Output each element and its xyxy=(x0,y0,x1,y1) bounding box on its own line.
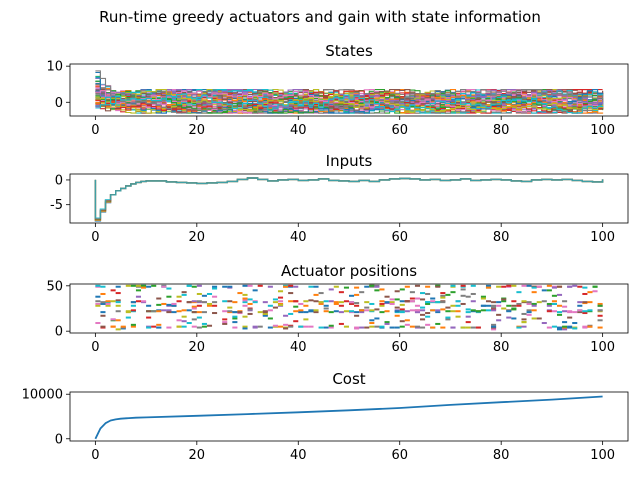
subplot-title: Inputs xyxy=(326,152,373,170)
x-tick-label: 80 xyxy=(493,340,510,355)
x-tick-label: 80 xyxy=(493,123,510,138)
x-tick-label: 80 xyxy=(493,448,510,463)
inputs-lines xyxy=(94,177,604,222)
x-tick-label: 20 xyxy=(189,230,206,245)
subplot-title: States xyxy=(325,42,373,60)
subplot-states: States 0 20 40 60 80 100 0 10 xyxy=(46,42,629,138)
x-tick-label: 0 xyxy=(91,448,99,463)
state-series-line xyxy=(95,96,604,113)
axes-frame xyxy=(69,173,629,224)
x-tick-label: 20 xyxy=(189,340,206,355)
axes-frame xyxy=(69,283,629,334)
x-tick-label: 20 xyxy=(189,123,206,138)
x-tick-label: 80 xyxy=(493,230,510,245)
state-series-line xyxy=(95,89,604,113)
input-series-line xyxy=(94,177,604,221)
axes-frame xyxy=(69,391,629,442)
subplot-title: Cost xyxy=(332,370,365,388)
subplots: States 0 20 40 60 80 100 0 10 Inputs 0 20 40 60 80 100 -… xyxy=(22,42,629,463)
y-tick-label: -5 xyxy=(50,198,63,213)
state-series-line xyxy=(95,93,604,114)
input-series-line xyxy=(94,177,604,222)
subplot-inputs: Inputs 0 20 40 60 80 100 -5 0 xyxy=(50,152,629,245)
subplot-title: Actuator positions xyxy=(281,262,417,280)
x-tick-label: 60 xyxy=(391,230,408,245)
x-tick-label: 20 xyxy=(189,448,206,463)
y-tick-label: 0 xyxy=(55,173,63,188)
figure-title: Run-time greedy actuators and gain with … xyxy=(99,8,541,26)
x-tick-label: 100 xyxy=(590,340,615,355)
x-tick-label: 100 xyxy=(590,448,615,463)
y-tick-label: 10000 xyxy=(22,388,63,403)
y-tick-label: 10 xyxy=(46,60,63,75)
input-series-line xyxy=(94,177,604,220)
input-series-line xyxy=(94,177,604,221)
cost-line xyxy=(94,395,603,440)
x-tick-label: 60 xyxy=(391,448,408,463)
subplot-actuator-positions: Actuator positions 0 20 40 60 80 100 0 50 xyxy=(46,262,629,355)
x-tick-label: 40 xyxy=(290,340,307,355)
subplot-cost: Cost 0 20 40 60 80 100 0 10000 xyxy=(22,370,629,463)
x-tick-label: 40 xyxy=(290,123,307,138)
y-tick-label: 0 xyxy=(55,325,63,340)
x-tick-label: 0 xyxy=(91,340,99,355)
x-tick-label: 100 xyxy=(590,230,615,245)
x-tick-label: 60 xyxy=(391,123,408,138)
x-tick-label: 0 xyxy=(91,123,99,138)
state-series-line xyxy=(95,70,604,114)
y-tick-label: 50 xyxy=(46,279,63,294)
actuator-marks xyxy=(95,284,603,331)
y-tick-label: 0 xyxy=(55,96,63,111)
x-tick-label: 40 xyxy=(290,230,307,245)
input-series-line xyxy=(94,177,604,219)
x-tick-label: 0 xyxy=(91,230,99,245)
states-lines xyxy=(95,70,604,114)
x-tick-label: 60 xyxy=(391,340,408,355)
axes-frame xyxy=(69,63,629,117)
y-tick-label: 0 xyxy=(55,432,63,447)
x-tick-label: 100 xyxy=(590,123,615,138)
x-tick-label: 40 xyxy=(290,448,307,463)
